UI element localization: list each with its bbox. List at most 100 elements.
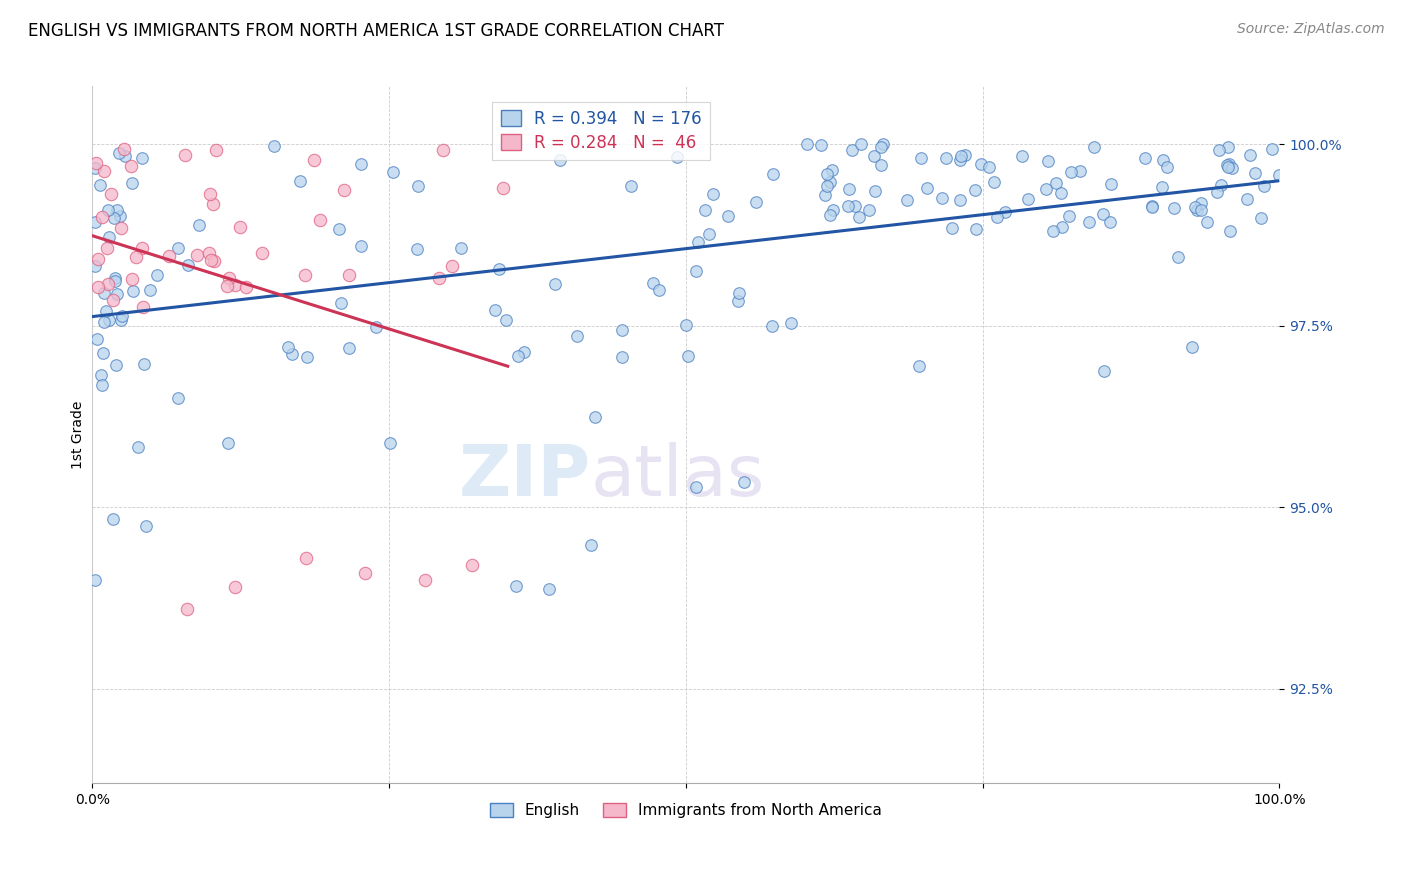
Point	[120, 159, 142, 173]
Text: atlas: atlas	[591, 442, 765, 511]
Point	[953, 148, 976, 162]
Point	[294, 268, 316, 282]
Point	[105, 358, 128, 372]
Point	[1261, 142, 1284, 156]
Point	[815, 179, 838, 194]
Point	[89, 178, 111, 192]
Point	[1045, 176, 1067, 190]
Point	[935, 151, 957, 165]
Point	[134, 357, 156, 371]
Point	[1268, 168, 1291, 182]
Point	[328, 222, 350, 236]
Point	[908, 359, 931, 374]
Point	[86, 280, 108, 294]
Point	[1017, 192, 1039, 206]
Point	[110, 220, 132, 235]
Point	[91, 211, 114, 225]
Point	[330, 296, 353, 310]
Point	[862, 149, 884, 163]
Point	[427, 271, 450, 285]
Point	[337, 268, 360, 283]
Point	[263, 139, 285, 153]
Point	[697, 227, 720, 241]
Point	[1209, 178, 1232, 192]
Point	[1250, 211, 1272, 226]
Point	[114, 149, 136, 163]
Point	[872, 137, 894, 152]
Point	[780, 316, 803, 330]
Point	[87, 252, 110, 267]
Point	[693, 203, 716, 218]
Point	[382, 165, 405, 179]
Point	[733, 475, 755, 489]
Point	[378, 436, 401, 450]
Text: Source: ZipAtlas.com: Source: ZipAtlas.com	[1237, 22, 1385, 37]
Point	[1167, 250, 1189, 264]
Point	[761, 319, 783, 334]
Point	[103, 211, 125, 226]
Point	[176, 602, 198, 616]
Point	[235, 280, 257, 294]
Point	[949, 153, 972, 167]
Point	[979, 160, 1001, 174]
Point	[727, 293, 749, 308]
Point	[139, 283, 162, 297]
Point	[135, 518, 157, 533]
Point	[837, 199, 859, 213]
Point	[93, 286, 115, 301]
Point	[1077, 214, 1099, 228]
Point	[1140, 200, 1163, 214]
Point	[495, 313, 517, 327]
Point	[94, 304, 117, 318]
Point	[685, 480, 707, 494]
Point	[1083, 140, 1105, 154]
Point	[413, 573, 436, 587]
Point	[98, 230, 121, 244]
Point	[131, 152, 153, 166]
Point	[1057, 210, 1080, 224]
Point	[166, 241, 188, 255]
Point	[250, 245, 273, 260]
Point	[100, 186, 122, 201]
Point	[1195, 215, 1218, 229]
Point	[505, 579, 527, 593]
Point	[84, 156, 107, 170]
Point	[83, 259, 105, 273]
Point	[198, 187, 221, 202]
Point	[1042, 224, 1064, 238]
Point	[281, 347, 304, 361]
Point	[1208, 144, 1230, 158]
Point	[941, 221, 963, 235]
Point	[112, 142, 135, 156]
Point	[869, 158, 891, 172]
Point	[204, 143, 226, 157]
Point	[201, 197, 224, 211]
Point	[97, 313, 120, 327]
Point	[125, 250, 148, 264]
Point	[815, 167, 838, 181]
Point	[86, 332, 108, 346]
Point	[1187, 202, 1209, 217]
Point	[865, 184, 887, 198]
Point	[1219, 224, 1241, 238]
Point	[484, 302, 506, 317]
Point	[675, 318, 697, 333]
Point	[1239, 148, 1261, 162]
Point	[983, 175, 1005, 189]
Point	[97, 277, 120, 291]
Point	[215, 279, 238, 293]
Point	[1220, 161, 1243, 175]
Point	[91, 345, 114, 359]
Text: ZIP: ZIP	[458, 442, 591, 511]
Text: ENGLISH VS IMMIGRANTS FROM NORTH AMERICA 1ST GRADE CORRELATION CHART: ENGLISH VS IMMIGRANTS FROM NORTH AMERICA…	[28, 22, 724, 40]
Point	[309, 212, 332, 227]
Point	[84, 573, 107, 587]
Point	[931, 190, 953, 204]
Point	[1218, 157, 1240, 171]
Point	[350, 157, 373, 171]
Point	[1035, 182, 1057, 196]
Point	[461, 558, 484, 573]
Point	[93, 163, 115, 178]
Point	[917, 181, 939, 195]
Point	[1060, 165, 1083, 179]
